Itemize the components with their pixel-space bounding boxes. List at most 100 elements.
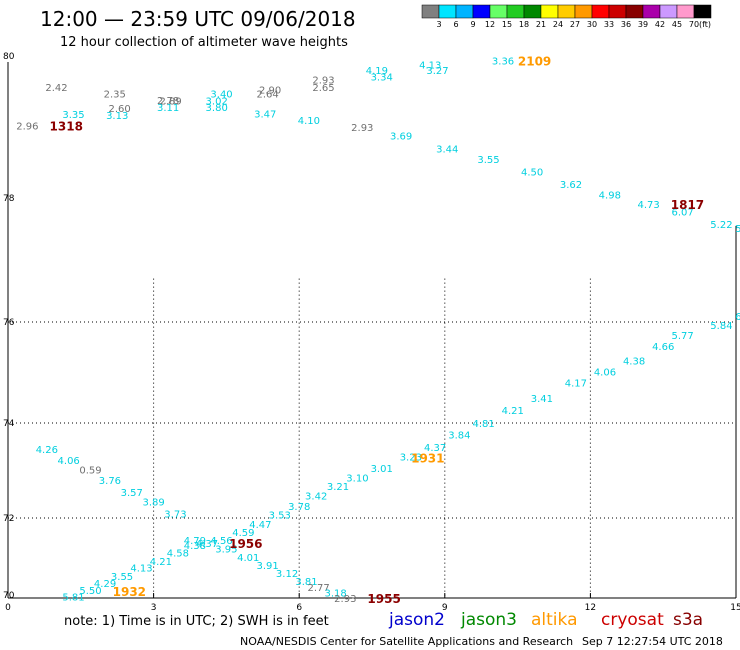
chart-title: 12:00 — 23:59 UTC 09/06/2018 — [40, 7, 356, 31]
colorbar-swatch — [540, 4, 559, 19]
swh-value-label: 4.50 — [521, 168, 543, 179]
swh-value-label: 3.91 — [257, 561, 279, 572]
time-marker-label: 1318 — [50, 120, 83, 134]
satellite-legend-jason2: jason2 — [388, 610, 445, 630]
swh-value-label: 4.37 — [196, 539, 218, 550]
swh-value-label: 3.57 — [121, 488, 143, 499]
colorbar-tick-label: 70 — [689, 20, 699, 29]
swh-value-label: 2.89 — [159, 97, 181, 108]
swh-value-label: 5.84 — [710, 321, 732, 332]
y-tick-label: 70 — [3, 591, 15, 601]
y-tick-label: 72 — [3, 514, 14, 524]
swh-value-label: 4.21 — [150, 557, 172, 568]
swh-value-label: 4.29 — [94, 579, 116, 590]
colorbar-tick-label: 3 — [436, 20, 441, 29]
swh-value-label: 4.81 — [472, 419, 494, 430]
swh-value-label: 4.38 — [184, 541, 206, 552]
colorbar-swatch — [574, 4, 593, 19]
swh-value-label: 4.17 — [565, 379, 587, 390]
swh-value-label: 3.10 — [346, 474, 368, 485]
y-tick-label: 78 — [3, 194, 15, 204]
colorbar-swatch — [659, 4, 678, 19]
colorbar-legend: 3 6 9 12 15 18 21 24 27 30 33 36 39 42 45 70 (ft) — [421, 4, 712, 29]
satellite-legend-cryosat: cryosat — [601, 610, 664, 630]
y-tick-label: 74 — [3, 419, 15, 429]
plot-area: 0 3 6 9 12 15 70 72 74 76 78 80 2.96 2.42 3.35 2.35 2.6… — [3, 52, 740, 613]
swh-value-label: 5.81 — [62, 592, 84, 603]
swh-value-label: 3.69 — [390, 132, 412, 143]
swh-value-label: 5 — [735, 224, 740, 235]
swh-value-label: 2.35 — [104, 90, 126, 101]
colorbar-tick-label: 33 — [604, 20, 614, 29]
swh-value-label: 3.42 — [305, 492, 327, 503]
time-marker-label: 1932 — [113, 585, 146, 599]
swh-value-label: 2.64 — [257, 90, 279, 101]
swh-value-label: 3.80 — [206, 103, 228, 114]
y-tick-label: 76 — [3, 318, 15, 328]
swh-value-label: 3.47 — [254, 110, 276, 121]
x-tick-label: 6 — [296, 603, 302, 613]
swh-value-label: 3.02 — [206, 97, 228, 108]
swh-value-label: 3.95 — [215, 544, 237, 555]
colorbar-swatch — [557, 4, 576, 19]
swh-value-label: 2.93 — [351, 123, 373, 134]
swh-value-label: 2.65 — [312, 83, 334, 94]
swh-value-label: 4.98 — [599, 190, 621, 201]
colorbar-swatch — [489, 4, 508, 19]
swh-value-label: 5.22 — [710, 220, 732, 231]
time-marker-label: 1817 — [671, 198, 704, 212]
swh-value-label: 5.50 — [79, 586, 101, 597]
swh-value-label: 3.41 — [531, 394, 553, 405]
swh-value-label: 2.93 — [334, 594, 356, 605]
swh-value-label: 3.34 — [371, 73, 393, 84]
footer-timestamp: Sep 7 12:27:54 UTC 2018 — [582, 635, 723, 648]
observations: 2.96 2.42 3.35 2.35 2.603.13 2.782.893.11 3.40… — [16, 56, 740, 605]
swh-value-label: 4.73 — [638, 200, 660, 211]
satellite-legend-altika: altika — [531, 610, 578, 630]
time-marker-label: 1956 — [229, 537, 262, 551]
colorbar-swatch — [693, 4, 712, 19]
colorbar-tick-label: 36 — [621, 20, 631, 29]
swh-value-label: 3.78 — [288, 502, 310, 513]
axis-ticks: 0 3 6 9 12 15 70 72 74 76 78 80 — [3, 52, 740, 613]
colorbar-tick-label: 12 — [485, 20, 495, 29]
colorbar-swatch — [625, 4, 644, 19]
swh-value-label: 4.06 — [594, 367, 616, 378]
colorbar-tick-label: 18 — [519, 20, 529, 29]
satellite-legend: jason2 jason3 altika cryosat s3a — [388, 610, 703, 630]
colorbar-tick-label: 45 — [672, 20, 682, 29]
swh-value-label: 0.59 — [79, 466, 101, 477]
swh-value-label: 3.84 — [448, 430, 470, 441]
colorbar-tick-label: 27 — [570, 20, 580, 29]
swh-value-label: 3.21 — [327, 482, 349, 493]
swh-value-label: 4.21 — [502, 406, 524, 417]
swh-value-label: 3.40 — [210, 90, 232, 101]
swh-value-label: 3.89 — [142, 497, 164, 508]
swh-value-label: 3.81 — [295, 577, 317, 588]
colorbar-unit: (ft) — [699, 20, 711, 29]
colorbar-swatch — [523, 4, 542, 19]
swh-value-label: 4.79 — [184, 536, 206, 547]
swh-value-label: 5.77 — [671, 331, 693, 342]
swh-value-label: 6 — [735, 312, 740, 323]
colorbar-tick-label: 24 — [553, 20, 563, 29]
swh-value-label: 4.19 — [366, 66, 388, 77]
x-tick-label: 3 — [151, 603, 157, 613]
colorbar-tick-label: 6 — [453, 20, 458, 29]
swh-value-label: 2.93 — [312, 75, 334, 86]
swh-value-label: 3.62 — [560, 180, 582, 191]
swh-value-label: 4.66 — [652, 342, 674, 353]
swh-value-label: 3.35 — [62, 110, 84, 121]
x-tick-label: 15 — [730, 603, 740, 613]
swh-value-label: 3.55 — [477, 155, 499, 166]
y-tick-label: 80 — [3, 52, 15, 62]
swh-value-label: 4.58 — [167, 548, 189, 559]
colorbar-swatch — [455, 4, 474, 19]
swh-value-label: 3.55 — [111, 572, 133, 583]
swh-value-label: 4.10 — [298, 116, 320, 127]
colorbar-tick-label: 42 — [655, 20, 665, 29]
swh-value-label: 4.13 — [419, 61, 441, 72]
satellite-legend-s3a: s3a — [673, 610, 703, 630]
satellite-legend-jason3: jason3 — [460, 610, 517, 630]
